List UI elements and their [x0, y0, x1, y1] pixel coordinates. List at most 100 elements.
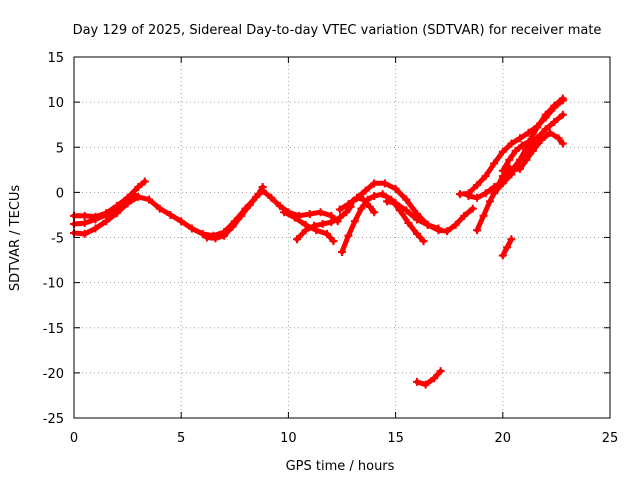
- data-point: [91, 215, 100, 224]
- data-point: [515, 164, 524, 173]
- data-point: [254, 190, 263, 199]
- data-point: [198, 229, 207, 238]
- data-point: [541, 110, 550, 119]
- data-point: [310, 221, 319, 230]
- data-point: [267, 193, 276, 202]
- data-point: [258, 182, 267, 191]
- data-point: [419, 237, 428, 246]
- data-point: [102, 210, 111, 219]
- data-point: [528, 135, 537, 144]
- data-point: [383, 197, 392, 206]
- y-tick-label: 5: [56, 141, 64, 156]
- data-point: [413, 229, 422, 238]
- series-arc-g: [339, 191, 426, 255]
- data-point: [498, 147, 507, 156]
- data-point: [404, 219, 413, 228]
- data-point: [335, 213, 344, 222]
- data-point: [318, 219, 327, 228]
- data-point: [468, 204, 477, 213]
- axis-ticks: 0 5 10 15 20 25 -25 -20 -15 -10 -5 0 5 10 15: [43, 51, 619, 446]
- data-point: [357, 204, 366, 213]
- data-point: [365, 202, 374, 211]
- y-tick-label: 15: [47, 51, 64, 66]
- data-point: [498, 251, 507, 260]
- data-point: [518, 141, 527, 150]
- data-point: [290, 213, 299, 222]
- data-point: [353, 193, 362, 202]
- data-point: [524, 128, 533, 137]
- y-tick-label: -5: [51, 232, 64, 247]
- data-point: [524, 137, 533, 146]
- series-arc-d: [204, 184, 266, 241]
- data-point: [537, 136, 546, 145]
- data-point: [237, 211, 246, 220]
- data-point: [322, 229, 331, 238]
- data-point: [507, 139, 516, 148]
- data-point: [350, 217, 359, 226]
- data-point: [402, 206, 411, 215]
- data-point: [421, 380, 430, 389]
- data-point: [479, 211, 488, 220]
- data-point: [187, 224, 196, 233]
- data-point: [211, 234, 220, 243]
- data-point: [220, 231, 229, 240]
- data-point: [550, 101, 559, 110]
- y-axis-label: SDTVAR / TECUs: [8, 185, 23, 292]
- x-axis-label: GPS time / hours: [286, 459, 395, 474]
- y-tick-label: -15: [43, 322, 64, 337]
- data-marks: [70, 94, 567, 389]
- data-point: [391, 184, 400, 193]
- data-point: [558, 110, 567, 119]
- data-point: [123, 199, 132, 208]
- data-point: [301, 226, 310, 235]
- data-point: [507, 235, 516, 244]
- data-point: [292, 235, 301, 244]
- y-tick-label: 0: [56, 186, 64, 201]
- data-point: [140, 177, 149, 186]
- data-point: [338, 247, 346, 256]
- data-point: [505, 155, 514, 164]
- data-point: [380, 179, 389, 188]
- data-point: [451, 220, 460, 229]
- data-point: [166, 210, 175, 219]
- data-point: [455, 190, 464, 199]
- data-point: [490, 159, 499, 168]
- data-point: [473, 193, 482, 202]
- x-tick-label: 15: [387, 431, 404, 446]
- data-point: [370, 191, 379, 200]
- data-point: [533, 123, 542, 132]
- x-tick-label: 0: [70, 431, 78, 446]
- data-point: [80, 229, 89, 238]
- data-point: [202, 233, 211, 242]
- data-point: [335, 205, 344, 214]
- data-point: [280, 208, 289, 217]
- data-point: [134, 192, 143, 201]
- data-point: [413, 215, 422, 224]
- series-arc-l: [466, 112, 566, 201]
- data-point: [430, 374, 439, 383]
- data-point: [344, 231, 353, 240]
- y-tick-label: -10: [43, 277, 64, 292]
- data-point: [80, 219, 89, 228]
- y-tick-label: 10: [47, 96, 64, 111]
- data-point: [503, 243, 512, 252]
- data-point: [443, 227, 452, 236]
- data-point: [378, 190, 387, 199]
- data-point: [460, 211, 469, 220]
- data-point: [541, 125, 550, 134]
- data-point: [327, 218, 336, 227]
- data-point: [305, 210, 314, 219]
- data-point: [391, 199, 400, 208]
- data-point: [177, 217, 186, 226]
- data-point: [558, 94, 567, 103]
- data-point: [515, 134, 524, 143]
- data-point: [492, 184, 501, 193]
- x-tick-label: 20: [495, 431, 512, 446]
- data-point: [436, 367, 445, 376]
- data-point: [434, 224, 443, 233]
- data-point: [481, 189, 490, 198]
- series-arc-q: [414, 368, 444, 388]
- chart-title: Day 129 of 2025, Sidereal Day-to-day VTE…: [73, 23, 602, 38]
- data-point: [554, 134, 563, 143]
